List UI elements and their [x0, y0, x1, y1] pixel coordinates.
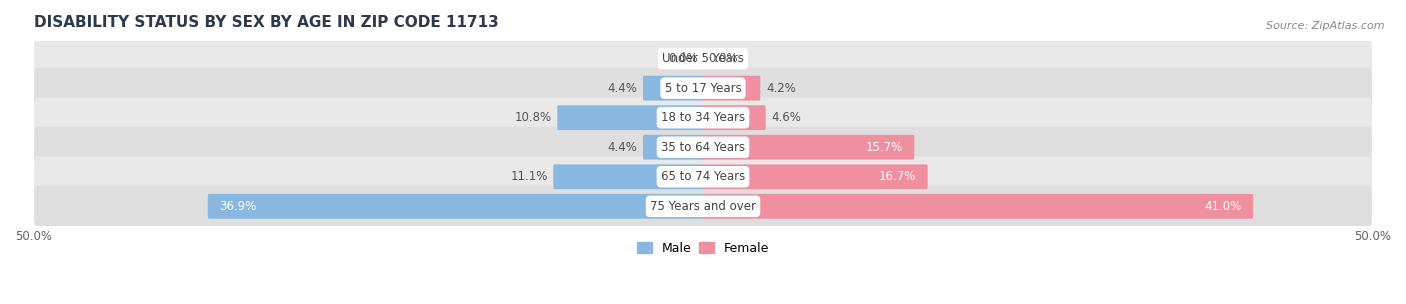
- Text: 0.0%: 0.0%: [668, 52, 697, 65]
- Text: Source: ZipAtlas.com: Source: ZipAtlas.com: [1267, 21, 1385, 31]
- FancyBboxPatch shape: [34, 186, 1372, 227]
- Text: Under 5 Years: Under 5 Years: [662, 52, 744, 65]
- FancyBboxPatch shape: [702, 135, 914, 160]
- FancyBboxPatch shape: [34, 38, 1372, 79]
- FancyBboxPatch shape: [34, 156, 1372, 197]
- Text: 11.1%: 11.1%: [510, 170, 548, 183]
- FancyBboxPatch shape: [643, 135, 704, 160]
- Text: 5 to 17 Years: 5 to 17 Years: [665, 82, 741, 95]
- FancyBboxPatch shape: [702, 194, 1253, 219]
- FancyBboxPatch shape: [208, 194, 704, 219]
- Text: 35 to 64 Years: 35 to 64 Years: [661, 141, 745, 154]
- Text: 4.4%: 4.4%: [607, 141, 637, 154]
- Text: 0.0%: 0.0%: [709, 52, 738, 65]
- FancyBboxPatch shape: [702, 164, 928, 189]
- FancyBboxPatch shape: [702, 105, 766, 130]
- Text: 10.8%: 10.8%: [515, 111, 551, 124]
- Text: 15.7%: 15.7%: [865, 141, 903, 154]
- FancyBboxPatch shape: [34, 68, 1372, 109]
- Text: 4.4%: 4.4%: [607, 82, 637, 95]
- FancyBboxPatch shape: [554, 164, 704, 189]
- Text: 4.6%: 4.6%: [772, 111, 801, 124]
- Legend: Male, Female: Male, Female: [631, 237, 775, 260]
- Text: DISABILITY STATUS BY SEX BY AGE IN ZIP CODE 11713: DISABILITY STATUS BY SEX BY AGE IN ZIP C…: [34, 15, 498, 30]
- Text: 18 to 34 Years: 18 to 34 Years: [661, 111, 745, 124]
- FancyBboxPatch shape: [34, 127, 1372, 168]
- FancyBboxPatch shape: [702, 76, 761, 101]
- Text: 41.0%: 41.0%: [1204, 200, 1241, 213]
- FancyBboxPatch shape: [557, 105, 704, 130]
- Text: 75 Years and over: 75 Years and over: [650, 200, 756, 213]
- FancyBboxPatch shape: [34, 97, 1372, 138]
- Text: 36.9%: 36.9%: [219, 200, 257, 213]
- Text: 4.2%: 4.2%: [766, 82, 796, 95]
- Text: 16.7%: 16.7%: [879, 170, 915, 183]
- Text: 65 to 74 Years: 65 to 74 Years: [661, 170, 745, 183]
- FancyBboxPatch shape: [643, 76, 704, 101]
